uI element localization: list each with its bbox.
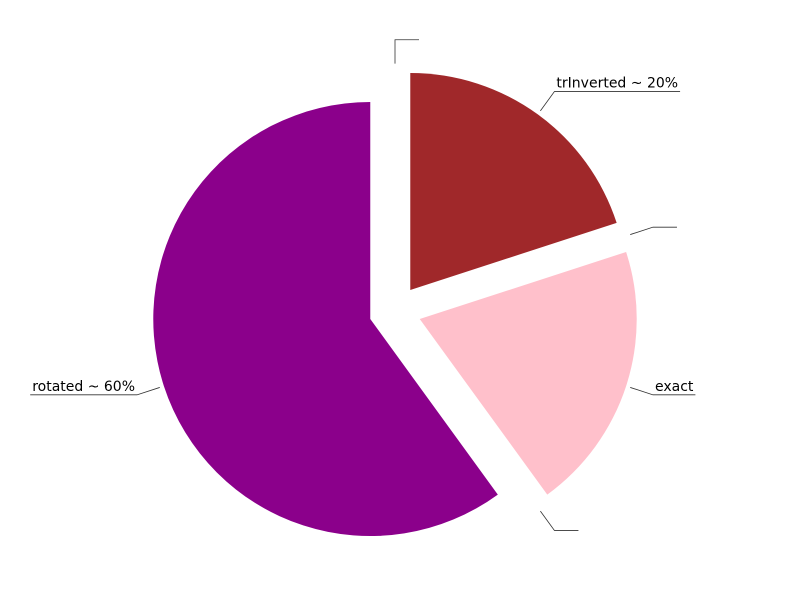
slice-label: trInverted ~ 20% — [556, 76, 678, 92]
slice-label-group — [394, 39, 419, 64]
slice-leader-line — [540, 510, 579, 531]
slice-label-group — [630, 226, 677, 235]
pie-slice — [419, 251, 637, 495]
slice-label-group: rotated ~ 60% — [30, 379, 160, 396]
pie-slice — [153, 102, 498, 537]
slice-label-group: trInverted ~ 20% — [540, 76, 681, 112]
slice-leader-line — [630, 226, 677, 235]
slice-leader-line — [394, 39, 419, 64]
slice-leader-line — [30, 387, 160, 396]
pie-slice — [410, 72, 617, 290]
slice-label-group — [540, 510, 579, 531]
slice-label: exact — [655, 379, 694, 395]
slice-label: rotated ~ 60% — [32, 379, 135, 395]
slice-leader-line — [540, 91, 681, 112]
slice-leader-line — [630, 387, 696, 396]
slice-label-group: exact — [630, 379, 696, 396]
